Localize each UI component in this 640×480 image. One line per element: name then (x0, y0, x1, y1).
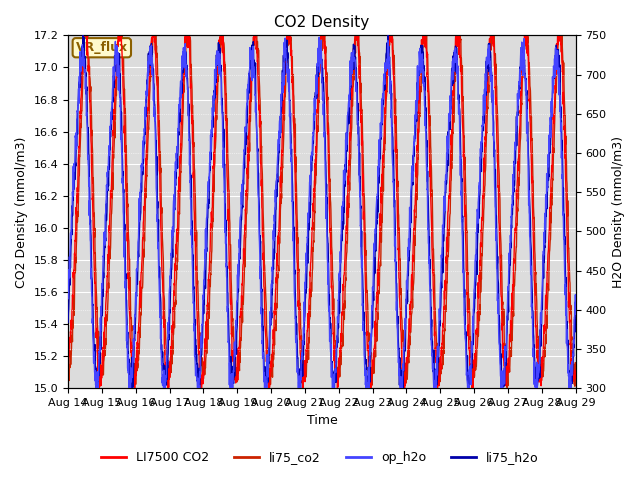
Text: VR_flux: VR_flux (76, 41, 128, 54)
Title: CO2 Density: CO2 Density (275, 15, 369, 30)
Y-axis label: CO2 Density (mmol/m3): CO2 Density (mmol/m3) (15, 136, 28, 288)
X-axis label: Time: Time (307, 414, 337, 427)
Legend: LI7500 CO2, li75_co2, op_h2o, li75_h2o: LI7500 CO2, li75_co2, op_h2o, li75_h2o (96, 446, 544, 469)
Y-axis label: H2O Density (mmol/m3): H2O Density (mmol/m3) (612, 136, 625, 288)
